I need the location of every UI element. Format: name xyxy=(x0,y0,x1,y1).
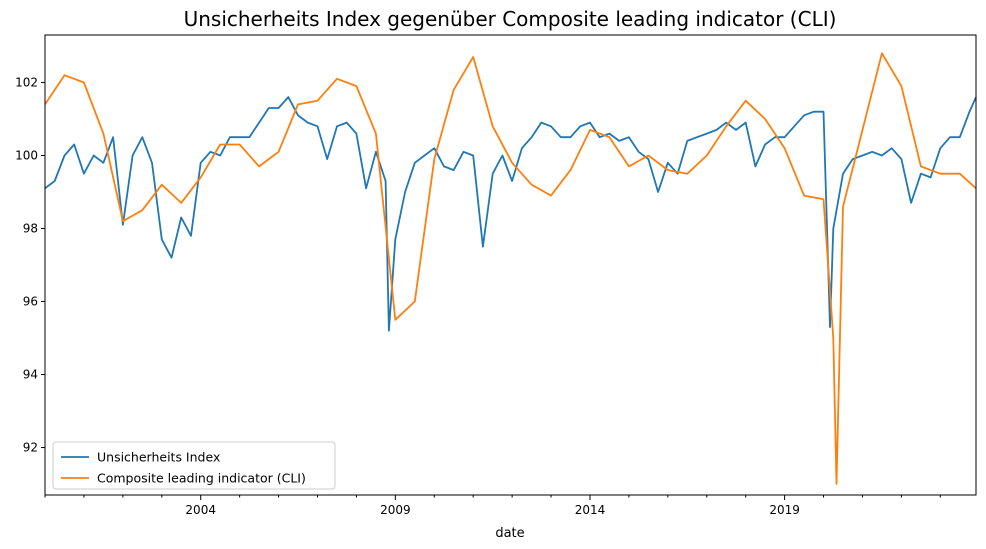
y-tick-label: 98 xyxy=(23,221,38,235)
series-line-2 xyxy=(45,53,976,484)
y-tick-label: 102 xyxy=(15,75,38,89)
y-tick-label: 100 xyxy=(15,148,38,162)
x-axis: 2004 2009 2014 2019 xyxy=(45,495,940,517)
x-tick-label: 2014 xyxy=(575,503,606,517)
x-tick-label: 2004 xyxy=(185,503,216,517)
x-tick-label: 2009 xyxy=(380,503,411,517)
x-axis-label: date xyxy=(495,526,524,541)
legend: Unsicherheits Index Composite leading ind… xyxy=(53,442,335,489)
x-tick-label: 2019 xyxy=(769,503,800,517)
chart-title: Unsicherheits Index gegenüber Composite … xyxy=(184,7,837,31)
plot-frame xyxy=(45,35,976,495)
y-tick-label: 92 xyxy=(23,441,38,455)
y-tick-label: 94 xyxy=(23,368,38,382)
plot-area xyxy=(45,53,976,484)
y-axis: 92 94 96 98 100 102 xyxy=(15,75,45,454)
legend-label-1: Unsicherheits Index xyxy=(97,450,220,465)
y-tick-label: 96 xyxy=(23,295,38,309)
legend-label-2: Composite leading indicator (CLI) xyxy=(97,471,306,486)
series-line-1 xyxy=(45,97,976,331)
